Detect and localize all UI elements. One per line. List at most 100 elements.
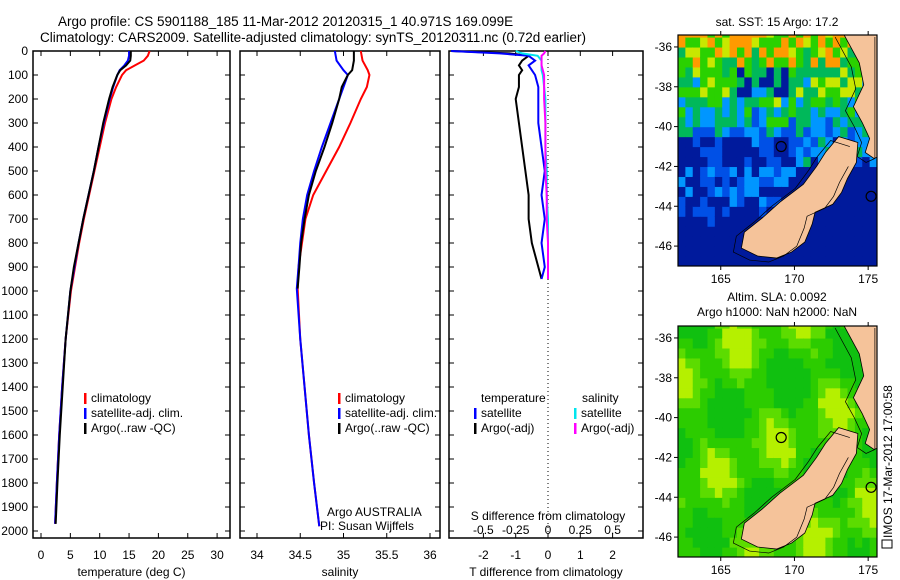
map-cell: [825, 226, 834, 237]
map-cell: [825, 507, 834, 518]
map-cell: [840, 76, 849, 88]
map-cell: [707, 337, 716, 349]
map-cell: [685, 196, 694, 207]
map-cell: [722, 146, 731, 158]
map-cell: [759, 136, 768, 148]
map-cell: [788, 186, 797, 197]
map-cell: [854, 527, 863, 538]
map-cell: [840, 357, 849, 369]
map-cell: [678, 427, 686, 439]
map-cell: [832, 327, 841, 339]
map-cell: [854, 156, 863, 168]
map-cell: [744, 46, 753, 58]
map-cell: [766, 166, 775, 177]
map-cell: [781, 437, 790, 449]
map-cell: [692, 126, 701, 138]
map-cell: [862, 166, 871, 177]
map-cell: [692, 186, 701, 197]
y-tick-label: 600: [8, 188, 28, 202]
y-tick-label: -42: [655, 159, 673, 173]
x-tick-label: 5: [67, 548, 74, 562]
map-cell: [825, 537, 834, 548]
map-cell: [759, 206, 768, 217]
map-cell: [795, 35, 804, 38]
map-cell: [678, 367, 686, 379]
map-cell: [854, 206, 863, 217]
map-cell: [700, 507, 709, 518]
map-cell: [818, 407, 827, 419]
sst-map: 165 170 175 -36 -38 -40 -42 -44 -46 sat. SST: 15 …: [655, 15, 879, 286]
map-cell: [818, 126, 827, 138]
map-cell: [847, 467, 856, 478]
map-cell: [759, 196, 768, 207]
map-cell: [854, 487, 863, 498]
y-tick-label: -40: [655, 411, 673, 425]
map-cell: [692, 467, 701, 478]
map-cell: [803, 35, 812, 38]
map-cell: [744, 407, 753, 419]
map-cell: [810, 337, 819, 349]
y-tick-label: -44: [655, 199, 673, 213]
map-cell: [832, 367, 841, 379]
map-cell: [832, 337, 841, 349]
map-cell: [707, 76, 716, 88]
map-cell: [818, 347, 827, 359]
map-cell: [854, 246, 863, 257]
map-cell: [788, 166, 797, 177]
y-tick-label: -38: [655, 371, 673, 385]
map-cell: [847, 477, 856, 488]
map-cell: [700, 196, 709, 207]
map-cell: [736, 216, 745, 227]
map-cell: [751, 377, 760, 389]
map-cell: [825, 56, 834, 68]
map-cell: [692, 487, 701, 498]
map-cell: [825, 357, 834, 369]
map-cell: [847, 96, 856, 108]
map-cell: [788, 66, 797, 78]
map-cell: [832, 236, 841, 247]
legend-swatch: [574, 423, 577, 434]
map-cell: [818, 497, 827, 508]
map-cell: [736, 256, 745, 266]
map-cell: [832, 547, 841, 557]
map-cell: [788, 106, 797, 118]
map-cell: [678, 547, 686, 557]
map-cell: [869, 156, 877, 168]
map-cell: [825, 397, 834, 409]
map-cell: [678, 96, 686, 108]
legend-label: Argo(-adj): [481, 421, 534, 435]
map-cell: [840, 347, 849, 359]
y-tick-label: 400: [8, 140, 28, 154]
map-cell: [832, 216, 841, 227]
map-cell: [692, 447, 701, 459]
map-cell: [744, 106, 753, 118]
map-cell: [840, 517, 849, 528]
map-cell: [773, 66, 782, 78]
map-cell: [714, 427, 723, 439]
map-cell: [722, 56, 731, 68]
y-tick-label: 200: [8, 92, 28, 106]
map-cell: [729, 206, 738, 217]
map-cell: [685, 357, 694, 369]
map-cell: [692, 86, 701, 98]
map-cell: [854, 497, 863, 508]
map-cell: [700, 357, 709, 369]
map-cell: [736, 246, 745, 257]
map-cell: [759, 186, 768, 197]
map-title: Altim. SLA: 0.0092: [727, 290, 827, 304]
map-cell: [744, 547, 753, 557]
map-cell: [692, 437, 701, 449]
map-cell: [692, 56, 701, 68]
map-cell: [714, 206, 723, 217]
map-cell: [729, 417, 738, 429]
map-cell: [825, 407, 834, 419]
map-cell: [788, 447, 797, 459]
map-cell: [862, 246, 871, 257]
map-cell: [678, 226, 686, 237]
map-cell: [692, 156, 701, 168]
map-cell: [818, 507, 827, 518]
map-cell: [788, 256, 797, 266]
map-cell: [869, 517, 877, 528]
map-cell: [810, 547, 819, 557]
map-cell: [759, 497, 768, 508]
